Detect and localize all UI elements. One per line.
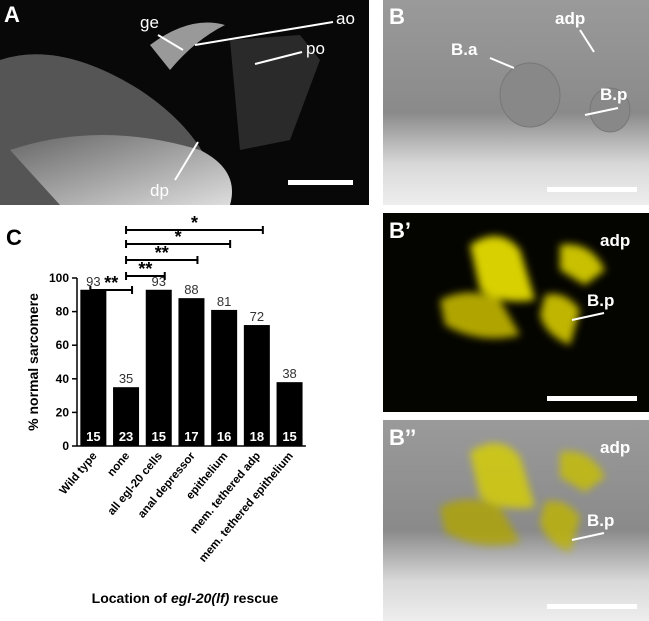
panel-label: B’’ bbox=[389, 425, 416, 450]
annotation: B.p bbox=[600, 85, 627, 104]
bar bbox=[145, 289, 172, 446]
y-tick-label: 80 bbox=[56, 305, 70, 319]
significance-bracket bbox=[125, 226, 264, 234]
panel-b-double-prime: B’’ adp B.p bbox=[383, 420, 649, 621]
annotation: ao bbox=[336, 9, 355, 28]
bar bbox=[113, 387, 140, 446]
significance-label: * bbox=[191, 213, 198, 233]
significance-label: ** bbox=[155, 243, 169, 263]
bar bbox=[178, 298, 205, 446]
x-axis-title-part: Location of bbox=[92, 590, 168, 606]
annotation: po bbox=[306, 39, 325, 58]
panel-label: B’ bbox=[389, 218, 411, 243]
annotation: B.p bbox=[587, 511, 614, 530]
y-tick-label: 100 bbox=[49, 271, 69, 285]
x-tick-label: anal depressor bbox=[136, 450, 198, 521]
annotation: adp bbox=[600, 231, 630, 250]
annotation: B.a bbox=[451, 40, 478, 59]
x-axis-title-part: rescue bbox=[233, 590, 278, 606]
significance-label: ** bbox=[138, 259, 152, 279]
value-label: 35 bbox=[119, 371, 133, 386]
annotation: adp bbox=[555, 9, 585, 28]
panel-label: B bbox=[389, 4, 405, 29]
scale-bar bbox=[547, 396, 637, 401]
panel-label: A bbox=[4, 2, 20, 27]
annotation: adp bbox=[600, 438, 630, 457]
bar bbox=[243, 325, 270, 446]
significance-bracket bbox=[89, 286, 134, 294]
tissue bbox=[10, 135, 232, 205]
bar bbox=[80, 289, 107, 446]
significance-bracket bbox=[125, 240, 232, 248]
y-tick-label: 0 bbox=[62, 439, 69, 453]
panel-label: C bbox=[6, 225, 22, 250]
panel-b: B adp B.a B.p bbox=[383, 0, 649, 205]
n-label: 16 bbox=[217, 429, 231, 444]
tissue bbox=[230, 35, 320, 150]
n-label: 18 bbox=[250, 429, 264, 444]
x-axis-title-part: egl-20(lf) bbox=[171, 590, 230, 606]
y-tick-label: 20 bbox=[56, 405, 70, 419]
significance-bracket bbox=[125, 272, 166, 280]
n-label: 15 bbox=[152, 429, 166, 444]
cell bbox=[499, 62, 561, 128]
value-label: 38 bbox=[282, 366, 296, 381]
n-label: 23 bbox=[119, 429, 133, 444]
value-label: 88 bbox=[184, 282, 198, 297]
annotation: B.p bbox=[587, 291, 614, 310]
value-label: 81 bbox=[217, 294, 231, 309]
bar bbox=[211, 309, 238, 446]
y-tick-label: 60 bbox=[56, 338, 70, 352]
value-label: 72 bbox=[250, 309, 264, 324]
y-axis-title: % normal sarcomere bbox=[25, 293, 41, 431]
panel-b-prime: B’ adp B.p bbox=[383, 213, 649, 412]
n-label: 15 bbox=[282, 429, 296, 444]
value-label: 93 bbox=[152, 274, 166, 289]
scale-bar bbox=[547, 187, 637, 192]
n-label: 17 bbox=[184, 429, 198, 444]
significance-label: * bbox=[175, 227, 182, 247]
n-label: 15 bbox=[86, 429, 100, 444]
chart: C % normal sarcomere Location of egl-20(… bbox=[6, 213, 306, 606]
bar bbox=[276, 382, 303, 446]
y-tick-label: 40 bbox=[56, 372, 70, 386]
x-axis-title: Location of egl-20(lf) rescue bbox=[92, 590, 279, 606]
value-label: 93 bbox=[86, 274, 100, 289]
significance-label: ** bbox=[104, 273, 118, 293]
significance-bracket bbox=[125, 256, 199, 264]
scale-bar bbox=[547, 604, 637, 609]
x-tick-label: none bbox=[105, 450, 132, 479]
panel-a: A ge ao po dp bbox=[0, 0, 369, 206]
annotation: dp bbox=[150, 181, 169, 200]
annotation: ge bbox=[140, 13, 159, 32]
scale-bar bbox=[288, 180, 353, 185]
x-tick-label: Wild type bbox=[58, 450, 100, 497]
tissue bbox=[150, 22, 225, 70]
